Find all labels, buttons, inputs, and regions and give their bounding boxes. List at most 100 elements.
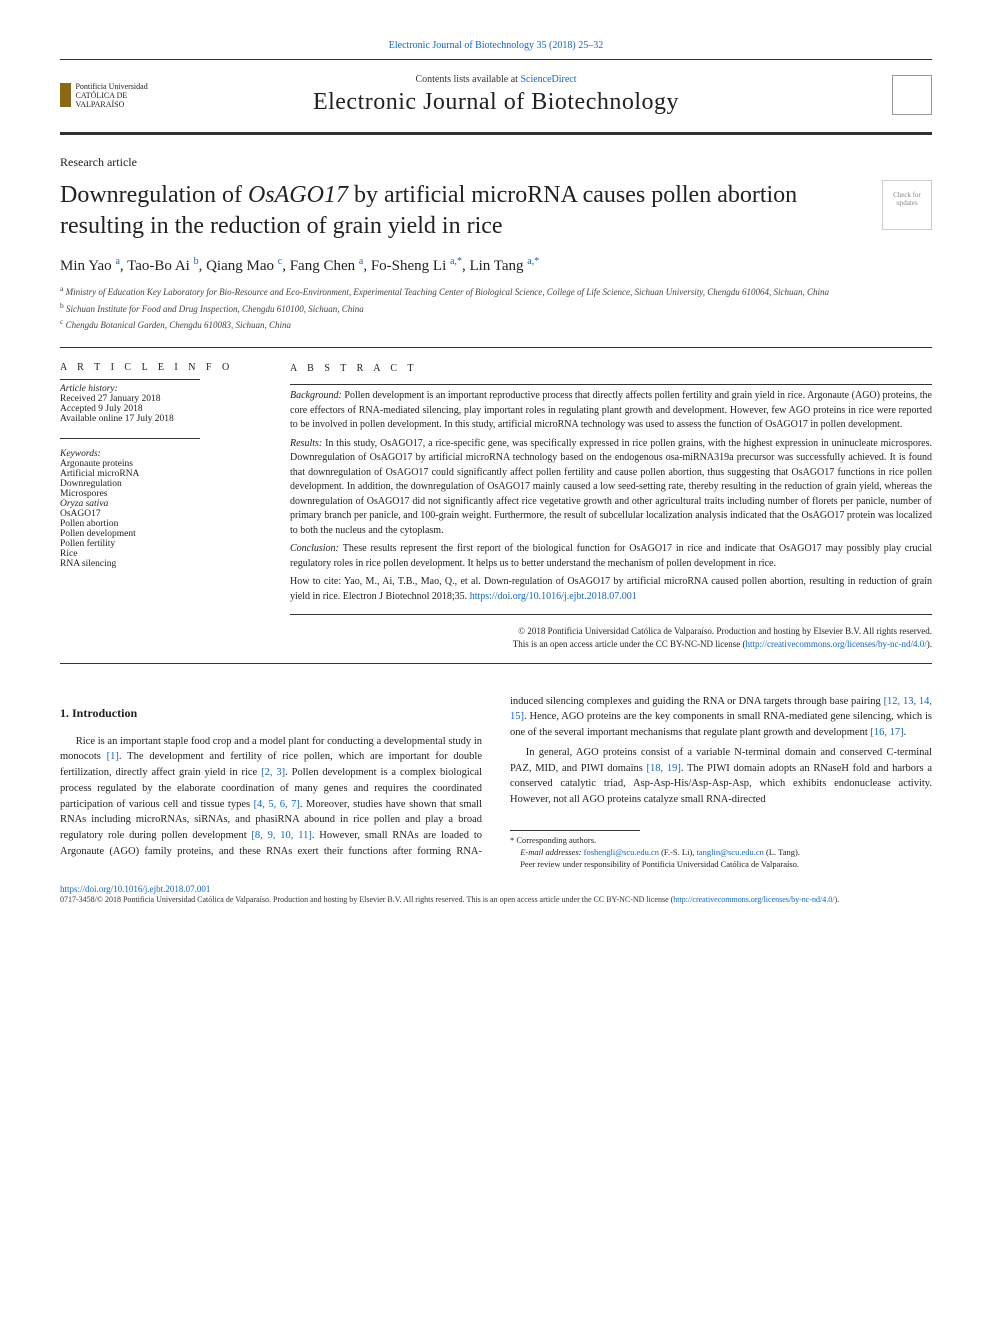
keyword: Pollen development [60, 529, 260, 539]
title-pre: Downregulation of [60, 182, 248, 208]
history-online: Available online 17 July 2018 [60, 414, 260, 424]
t: . Hence, AGO proteins are the key compon… [510, 711, 932, 738]
keyword: Oryza sativa [60, 499, 260, 509]
article-info-heading: A R T I C L E I N F O [60, 362, 260, 373]
keyword: Downregulation [60, 479, 260, 489]
email-link-2[interactable]: tanglin@scu.edu.cn [697, 847, 764, 857]
article-title: Downregulation of OsAGO17 by artificial … [60, 180, 860, 242]
article-history: Article history: Received 27 January 201… [60, 384, 260, 424]
title-gene: OsAGO17 [248, 182, 348, 208]
rule-abstract-top [290, 384, 932, 385]
authors-line: Min Yao a, Tao-Bo Ai b, Qiang Mao c, Fan… [60, 256, 932, 275]
ref-link[interactable]: [8, 9, 10, 11] [251, 830, 311, 841]
peer-review-note: Peer review under responsibility of Pont… [510, 859, 932, 871]
doi-link[interactable]: https://doi.org/10.1016/j.ejbt.2018.07.0… [60, 884, 932, 894]
affiliation-b-text: Sichuan Institute for Food and Drug Insp… [66, 304, 364, 314]
contents-line: Contents lists available at ScienceDirec… [160, 74, 832, 85]
info-abstract-row: A R T I C L E I N F O Article history: R… [60, 362, 932, 651]
footer-copyright: 0717-3458/© 2018 Pontificia Universidad … [60, 895, 932, 905]
abstract-heading: A B S T R A C T [290, 362, 932, 377]
history-received: Received 27 January 2018 [60, 394, 260, 404]
res-label: Results: [290, 438, 325, 449]
sciencedirect-link[interactable]: ScienceDirect [520, 74, 576, 85]
uni-name: Pontificia Universidad CATÓLICA DE VALPA… [75, 82, 160, 109]
email-name-1: (F.-S. Li), [659, 847, 697, 857]
keyword: Argonaute proteins [60, 459, 260, 469]
footer-cc-link[interactable]: http://creativecommons.org/licenses/by-n… [673, 895, 834, 904]
res-text: In this study, OsAGO17, a rice-specific … [290, 438, 932, 536]
rule-copyright-top [290, 614, 932, 615]
con-text: These results represent the first report… [290, 543, 932, 569]
author-5: , Fo-Sheng Li [363, 258, 450, 274]
footer-cr-post: ). [834, 895, 839, 904]
bg-label: Background: [290, 390, 344, 401]
author-6-star: * [534, 256, 539, 267]
cc-license-link[interactable]: http://creativecommons.org/licenses/by-n… [745, 639, 926, 649]
copyright-line2: This is an open access article under the… [290, 638, 932, 651]
howto-doi-link[interactable]: https://doi.org/10.1016/j.ejbt.2018.07.0… [470, 591, 637, 602]
ref-link[interactable]: [4, 5, 6, 7] [254, 799, 300, 810]
ref-link[interactable]: [2, 3] [261, 767, 285, 778]
body-columns: 1. Introduction Rice is an important sta… [60, 694, 932, 871]
article-type: Research article [60, 155, 932, 170]
footnotes: * Corresponding authors. E-mail addresse… [510, 835, 932, 871]
banner-center: Contents lists available at ScienceDirec… [160, 74, 832, 116]
author-4: , Fang Chen [282, 258, 359, 274]
author-1: Min Yao [60, 258, 115, 274]
affiliation-a-text: Ministry of Education Key Laboratory for… [66, 287, 829, 297]
email-label: E-mail addresses: [520, 847, 583, 857]
history-accepted: Accepted 9 July 2018 [60, 404, 260, 414]
keyword: RNA silencing [60, 559, 260, 569]
article-info-col: A R T I C L E I N F O Article history: R… [60, 362, 260, 651]
title-row: Downregulation of OsAGO17 by artificial … [60, 180, 932, 242]
t: . [904, 727, 907, 738]
rule-info-top [60, 379, 200, 380]
how-to-cite: How to cite: Yao, M., Ai, T.B., Mao, Q.,… [290, 575, 932, 604]
affiliation-b: b Sichuan Institute for Food and Drug In… [60, 300, 932, 317]
abstract-conclusion: Conclusion: These results represent the … [290, 542, 932, 571]
rule-history-bottom [60, 438, 200, 439]
ref-link[interactable]: [1] [107, 751, 119, 762]
uni-shield-icon [60, 83, 71, 107]
keyword: Rice [60, 549, 260, 559]
keyword: Pollen abortion [60, 519, 260, 529]
email-link-1[interactable]: foshengli@scu.edu.cn [584, 847, 659, 857]
abstract-background: Background: Pollen development is an imp… [290, 389, 932, 433]
crossmark-badge[interactable]: Check for updates [882, 180, 932, 230]
cr2-pre: This is an open access article under the… [513, 639, 746, 649]
journal-cover-icon [892, 75, 932, 115]
author-2: , Tao-Bo Ai [120, 258, 194, 274]
copyright-line1: © 2018 Pontificia Universidad Católica d… [290, 625, 932, 638]
rule-footnotes [510, 830, 640, 831]
intro-para-2: In general, AGO proteins consist of a va… [510, 745, 932, 808]
journal-cover-thumb [832, 70, 932, 120]
ref-link[interactable]: [18, 19] [647, 763, 681, 774]
author-5-aff: a, [450, 256, 457, 267]
contents-prefix: Contents lists available at [415, 74, 520, 85]
bg-text: Pollen development is an important repro… [290, 390, 932, 430]
journal-name: Electronic Journal of Biotechnology [160, 89, 832, 116]
abstract-results: Results: In this study, OsAGO17, a rice-… [290, 437, 932, 539]
affiliation-c: c Chengdu Botanical Garden, Chengdu 6100… [60, 316, 932, 333]
email-line: E-mail addresses: foshengli@scu.edu.cn (… [510, 847, 932, 859]
rule-affil-bottom [60, 347, 932, 348]
ref-link[interactable]: [16, 17] [870, 727, 903, 738]
keyword: Pollen fertility [60, 539, 260, 549]
author-6: , Lin Tang [462, 258, 527, 274]
footer-cr-pre: 0717-3458/© 2018 Pontificia Universidad … [60, 895, 673, 904]
rule-abstract-bottom [60, 663, 932, 664]
affiliations: a Ministry of Education Key Laboratory f… [60, 283, 932, 333]
corresponding-note: * Corresponding authors. [510, 835, 932, 847]
history-label: Article history: [60, 384, 260, 394]
cr2-post: ). [927, 639, 932, 649]
publisher-logo: Pontificia Universidad CATÓLICA DE VALPA… [60, 75, 160, 115]
abstract-col: A B S T R A C T Background: Pollen devel… [290, 362, 932, 651]
rule-top [60, 59, 932, 60]
keyword: Artificial microRNA [60, 469, 260, 479]
rule-banner-bottom [60, 132, 932, 135]
journal-banner: Pontificia Universidad CATÓLICA DE VALPA… [60, 64, 932, 126]
header-citation: Electronic Journal of Biotechnology 35 (… [60, 40, 932, 51]
affiliation-c-text: Chengdu Botanical Garden, Chengdu 610083… [66, 320, 291, 330]
keyword: OsAGO17 [60, 509, 260, 519]
keywords-label: Keywords: [60, 449, 260, 459]
